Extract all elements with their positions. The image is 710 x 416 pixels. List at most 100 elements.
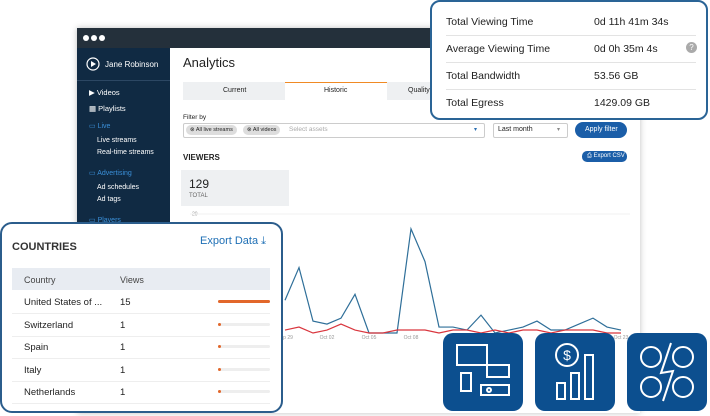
devices-icon <box>443 333 523 411</box>
summary-card: Total Viewing Time 0d 11h 41m 34s Average… <box>430 0 708 120</box>
summary-value: 1429.09 GB <box>594 97 651 109</box>
countries-card: COUNTRIES Export Data ⤓ Country Views Un… <box>0 222 283 413</box>
summary-row: Total Egress 1429.09 GB <box>446 89 696 116</box>
export-csv-button[interactable] <box>582 151 627 162</box>
x-tick-label: Oct 02 <box>320 335 335 341</box>
nav-text: Playlists <box>98 104 126 113</box>
chip[interactable]: ⊗ All live streams <box>186 125 237 135</box>
summary-row: Total Viewing Time 0d 11h 41m 34s <box>446 8 696 36</box>
user-name[interactable]: Jane Robinson <box>105 60 159 69</box>
summary-value: 0d 0h 35m 4s <box>594 43 658 55</box>
table-header <box>12 268 270 290</box>
country-views: 1 <box>120 387 126 398</box>
country-views: 1 <box>120 342 126 353</box>
nav-item[interactable]: ▶ Videos <box>89 88 120 97</box>
export-data-text: Export Data <box>200 235 259 247</box>
nav-item[interactable]: ▦ Playlists <box>89 104 126 113</box>
apply-button[interactable] <box>575 122 627 138</box>
series-line <box>284 226 622 334</box>
users-icon <box>627 333 707 411</box>
user-icon <box>86 57 100 71</box>
country-row: Spain 1 <box>12 336 270 359</box>
country-name: Spain <box>24 342 49 353</box>
bar <box>218 390 222 393</box>
series-line <box>284 323 621 334</box>
export-csv-text: ⎙ Export CSV <box>587 153 625 159</box>
asset-filter[interactable] <box>183 123 485 138</box>
summary-row: Average Viewing Time 0d 0h 35m 4s? <box>446 35 697 63</box>
card-title: COUNTRIES <box>12 241 77 253</box>
summary-label: Average Viewing Time <box>446 43 551 55</box>
country-views: 1 <box>120 364 126 376</box>
icon-art <box>640 342 694 402</box>
tab[interactable]: Current <box>223 87 247 94</box>
x-tick-label: Oct 05 <box>362 335 377 341</box>
summary-value: 53.56 GB <box>594 70 639 82</box>
apply-text: Apply filter <box>585 126 618 133</box>
section-title[interactable]: ▭ Players <box>89 217 121 224</box>
divider <box>77 80 170 81</box>
total-box <box>181 170 289 206</box>
country-row: Switzerland 1 <box>12 314 270 337</box>
summary-value: 0d 11h 41m 34s <box>594 16 669 28</box>
svg-text:$: $ <box>563 347 571 363</box>
chip-text: All live streams <box>195 127 233 133</box>
active-tab <box>285 82 387 100</box>
bar <box>218 300 270 303</box>
country-views: 15 <box>120 297 131 308</box>
tab[interactable]: Quality <box>408 87 430 94</box>
country-name: Netherlands <box>24 387 76 398</box>
total-label: TOTAL <box>189 193 208 199</box>
chip-text: All videos <box>252 127 277 133</box>
bar <box>218 367 222 371</box>
section-heading: VIEWERS <box>183 153 220 162</box>
tab[interactable]: Historic <box>324 87 348 94</box>
nav-subitem[interactable]: Ad schedules <box>97 184 140 191</box>
x-tick-label: Oct 08 <box>404 335 419 341</box>
country-views: 1 <box>120 319 126 331</box>
filter-label: Filter by <box>183 114 207 121</box>
period-select[interactable] <box>493 123 568 138</box>
dropdown-arrow: ▾ <box>474 127 478 133</box>
bar-track <box>218 390 270 393</box>
icon-art: $ <box>555 343 594 400</box>
x-tick-label: Sep 29 <box>277 335 293 341</box>
nav-subitem[interactable]: Real-time streams <box>97 149 154 156</box>
bar-track <box>218 345 270 348</box>
summary-label: Total Bandwidth <box>446 70 521 82</box>
x-tick-label: Oct 23 <box>614 335 629 341</box>
search-placeholder: Select assets <box>289 126 328 133</box>
total-value: 129 <box>189 177 210 191</box>
country-name: Switzerland <box>24 319 74 331</box>
section-text: Players <box>97 217 121 224</box>
bar <box>218 322 222 326</box>
column-header: Country <box>24 275 56 285</box>
summary-row: Total Bandwidth 53.56 GB <box>446 62 696 90</box>
column-header: Views <box>120 275 144 285</box>
icon-art <box>456 344 510 396</box>
nav-text: Videos <box>96 88 120 97</box>
export-data[interactable]: Export Data ⤓ <box>200 235 267 247</box>
section-text: Advertising <box>97 170 132 177</box>
country-name: United States of ... <box>24 297 103 308</box>
country-row: United States of ... 15 <box>12 291 270 314</box>
section-title[interactable]: ▭ Live <box>89 123 111 130</box>
bar-track <box>218 322 270 326</box>
chip[interactable]: ⊗ All videos <box>243 125 281 135</box>
nav-subitem[interactable]: Live streams <box>97 137 137 144</box>
page-title: Analytics <box>183 55 236 70</box>
summary-label: Total Egress <box>446 97 504 109</box>
section-title[interactable]: ▭ Advertising <box>89 170 132 177</box>
help-icon[interactable]: ? <box>686 42 697 53</box>
revenue-icon: $ <box>535 333 615 411</box>
country-row: Netherlands 1 <box>12 381 270 404</box>
dropdown-arrow: ▾ <box>557 127 561 133</box>
period-text: Last month <box>498 126 533 133</box>
nav-subitem[interactable]: Ad tags <box>97 196 121 203</box>
country-name: Italy <box>24 364 42 376</box>
window-dots <box>83 35 105 41</box>
export-csv-label: Export CSV <box>593 153 625 159</box>
country-row: Italy 1 <box>12 359 270 382</box>
